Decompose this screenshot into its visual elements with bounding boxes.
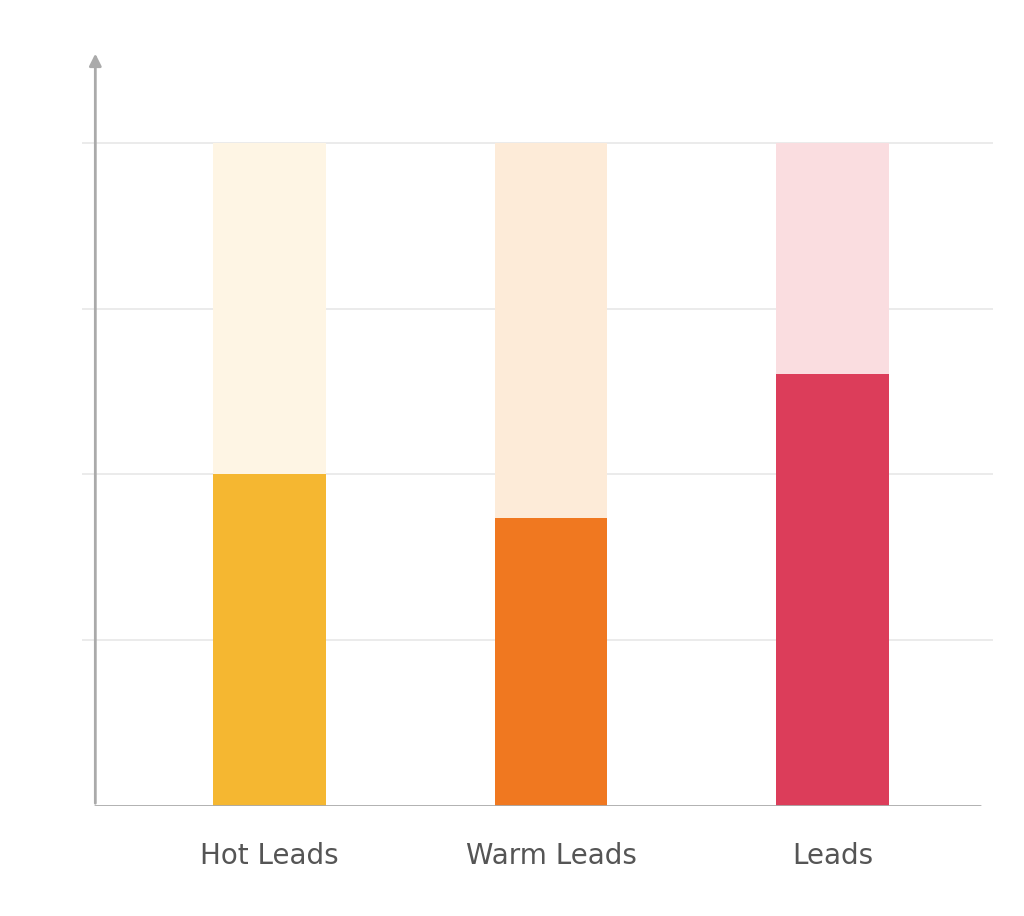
Bar <box>213 474 326 806</box>
Text: Leads: Leads <box>792 842 873 870</box>
Text: Hot Leads: Hot Leads <box>201 842 339 870</box>
Bar <box>213 143 326 806</box>
Bar <box>495 143 607 806</box>
Bar <box>776 143 889 806</box>
Bar <box>776 374 889 806</box>
Text: Warm Leads: Warm Leads <box>466 842 637 870</box>
Bar <box>495 518 607 806</box>
